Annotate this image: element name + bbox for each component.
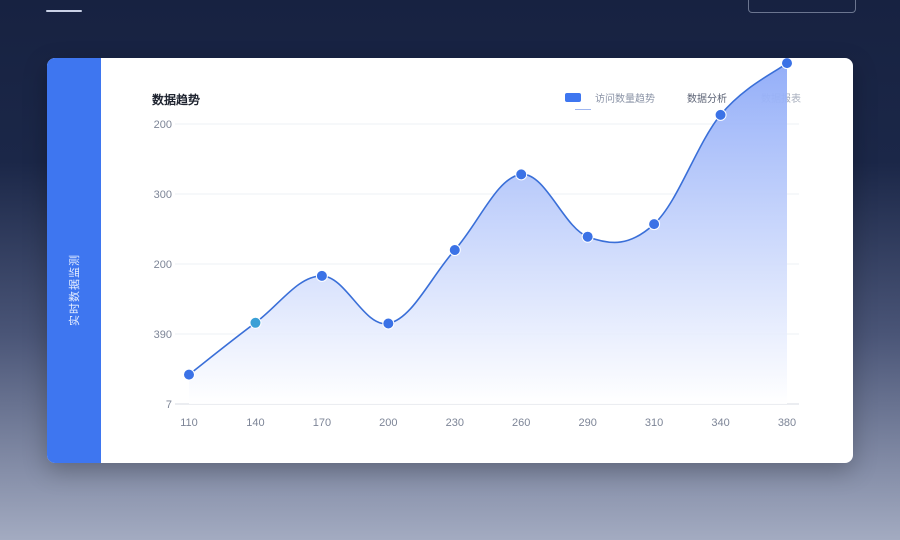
y-tick-label: 300 (154, 189, 172, 201)
y-tick-label: 200 (154, 259, 172, 271)
x-tick-label: 340 (711, 417, 729, 429)
legend-swatch (565, 93, 581, 102)
data-point[interactable] (781, 58, 793, 70)
legend[interactable]: 访问数量趋势 (565, 90, 655, 105)
legend-label: 访问数量趋势 (595, 94, 655, 105)
data-point[interactable] (249, 316, 262, 329)
x-tick-label: 380 (778, 417, 796, 429)
data-point[interactable] (183, 368, 195, 381)
side-panel: 实时数据监测 (47, 58, 101, 463)
x-tick-label: 310 (645, 417, 663, 429)
y-axis: 7 390 200 300 200 (154, 119, 172, 411)
data-point[interactable] (448, 244, 461, 256)
x-tick-label: 290 (578, 417, 596, 429)
top-bar-indicator (46, 10, 82, 12)
x-tick-label: 260 (512, 417, 530, 429)
x-axis: 110 140 170 200 230 260 290 310 340 380 (180, 417, 796, 429)
y-tick-label: 200 (154, 119, 172, 131)
legend-underline (575, 109, 591, 110)
data-point[interactable] (581, 230, 594, 243)
x-tick-label: 200 (379, 417, 397, 429)
chart-plot: 7 390 200 300 200 110 140 170 200 230 260 290 310 34… (154, 58, 799, 429)
data-point[interactable] (648, 218, 661, 231)
x-tick-label: 230 (446, 417, 464, 429)
top-right-button[interactable] (748, 0, 856, 13)
data-point[interactable] (315, 269, 328, 282)
data-point[interactable] (515, 168, 528, 181)
chart-title: 数据趋势 (152, 93, 201, 107)
x-tick-label: 110 (180, 417, 198, 429)
data-point[interactable] (382, 317, 395, 330)
y-tick-label: 390 (154, 329, 172, 341)
x-tick-label: 140 (246, 417, 264, 429)
data-point[interactable] (714, 108, 727, 121)
data-points (183, 58, 793, 381)
chart-card: 实时数据监测 数据趋势 访问数量趋势 数据分析 数据报表 73902003002… (47, 58, 853, 463)
series-line (188, 62, 788, 376)
y-tick-label: 7 (166, 399, 172, 411)
x-tick-label: 170 (313, 417, 331, 429)
tab-data-analysis[interactable]: 数据分析 (687, 94, 727, 105)
series-area (189, 63, 787, 404)
